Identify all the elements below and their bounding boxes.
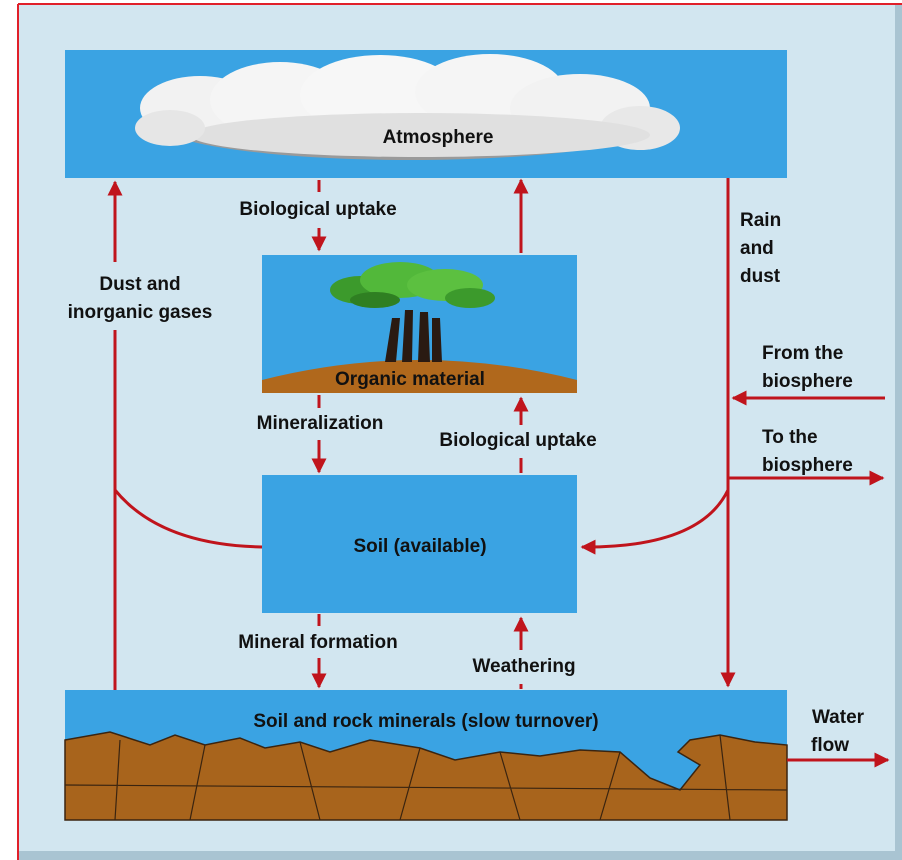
node-label: Atmosphere xyxy=(383,127,494,148)
atmosphere-box: Atmosphere xyxy=(65,50,787,178)
edge-label: Weathering xyxy=(472,656,575,677)
edge-label: Mineralization xyxy=(257,413,384,434)
edge-label: Mineral formation xyxy=(238,632,397,653)
node-label: Soil and rock minerals (slow turnover) xyxy=(253,711,598,732)
edge-label: Dust and xyxy=(99,274,180,295)
edge-label: Biological uptake xyxy=(239,199,396,220)
edge-label: Rain xyxy=(740,210,781,231)
edge-label: biosphere xyxy=(762,371,853,392)
edge-label: biosphere xyxy=(762,455,853,476)
edge-label: and xyxy=(740,238,774,259)
edge-label: flow xyxy=(811,735,849,756)
cloud-part xyxy=(135,110,205,146)
soil-box: Soil (available) xyxy=(262,475,577,613)
edge-label: inorganic gases xyxy=(68,302,213,323)
page: Atmosphere Organic material Soil (availa… xyxy=(0,0,902,860)
organic-box: Organic material xyxy=(262,255,577,393)
edge-label: To the xyxy=(762,427,818,448)
tree-part xyxy=(445,288,495,308)
minerals-box: Soil and rock minerals (slow turnover) xyxy=(65,690,787,820)
edge-label: Biological uptake xyxy=(439,430,596,451)
edge-label: dust xyxy=(740,266,781,287)
diagram: Atmosphere Organic material Soil (availa… xyxy=(0,0,902,860)
tree-part xyxy=(350,292,400,308)
node-label: Soil (available) xyxy=(353,536,486,557)
edge-label: Water xyxy=(812,707,865,728)
node-label: Organic material xyxy=(335,369,485,390)
edge-label: From the xyxy=(762,343,843,364)
